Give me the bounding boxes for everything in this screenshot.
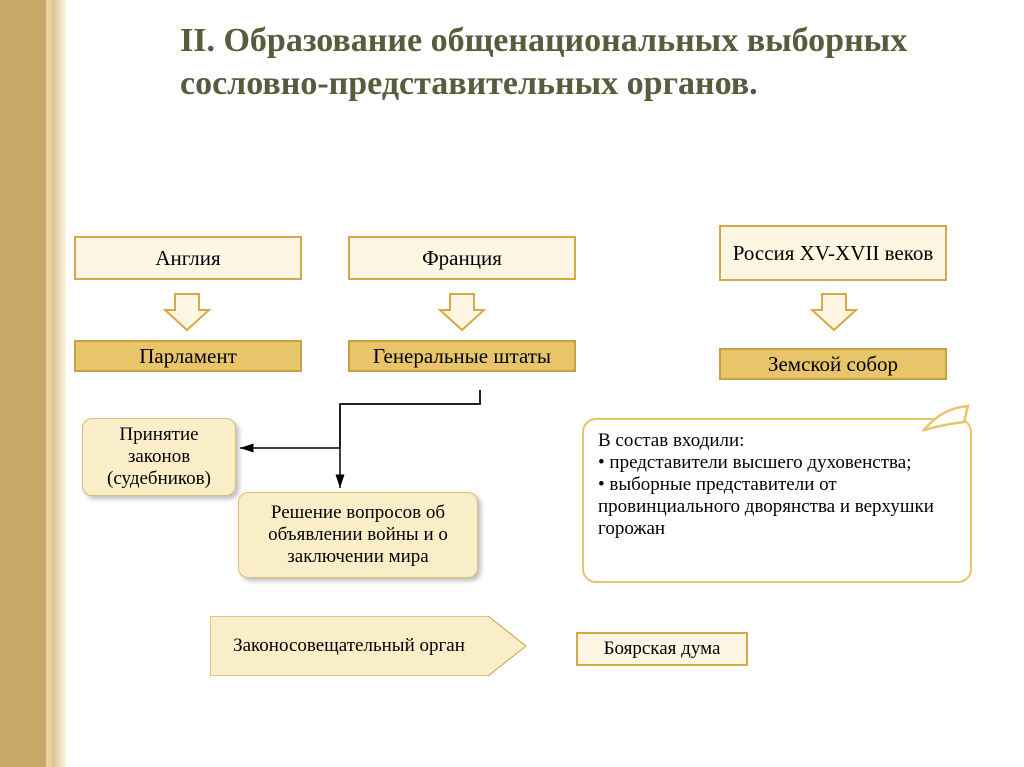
composition-bullet-1: • представители высшего духовенства; xyxy=(598,452,956,474)
composition-heading: В состав входили: xyxy=(598,430,956,452)
country-england: Англия xyxy=(74,236,302,280)
detail-boyar-duma: Боярская дума xyxy=(576,632,748,666)
callout-tail-icon xyxy=(922,404,972,432)
detail-war-peace: Решение вопросов об объявлении войны и о… xyxy=(238,492,478,578)
slide-sidebar xyxy=(0,0,66,767)
body-zemsky-sobor: Земской собор xyxy=(719,348,947,380)
chevron-down-icon xyxy=(438,290,486,334)
detail-composition: В состав входили: • представители высшег… xyxy=(582,418,972,583)
detail-laws: Принятие законов (судебников) xyxy=(82,418,236,496)
detail-advisory-arrow: Законосовещательный орган xyxy=(210,616,526,676)
slide-title: II. Образование общенациональных выборны… xyxy=(180,20,940,105)
chevron-down-icon xyxy=(163,290,211,334)
detail-advisory-label: Законосовещательный орган xyxy=(210,616,488,676)
body-estates-general: Генеральные штаты xyxy=(348,340,576,372)
body-parliament: Парламент xyxy=(74,340,302,372)
composition-bullet-2: • выборные представители от провинциальн… xyxy=(598,474,956,540)
chevron-down-icon xyxy=(810,290,858,334)
country-france: Франция xyxy=(348,236,576,280)
country-russia: Россия XV-XVII веков xyxy=(719,225,947,281)
